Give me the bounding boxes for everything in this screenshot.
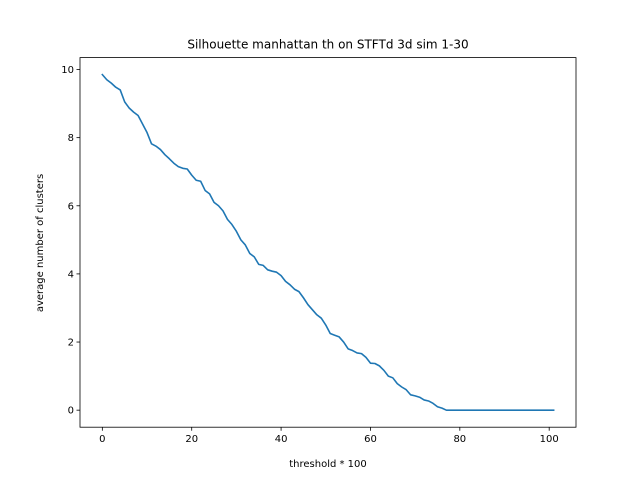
y-axis-label: average number of clusters xyxy=(35,174,46,312)
x-tick-label: 20 xyxy=(185,434,198,445)
plot-area xyxy=(101,73,555,411)
x-tick-label: 100 xyxy=(540,434,559,445)
y-tick-label: 2 xyxy=(68,338,74,349)
series-line xyxy=(101,73,555,411)
x-tick-label: 80 xyxy=(453,434,466,445)
x-axis-label: threshold * 100 xyxy=(289,459,367,470)
x-axis: 0 20 40 60 80 100 xyxy=(99,427,559,445)
y-tick-label: 6 xyxy=(68,201,74,212)
y-tick-label: 4 xyxy=(68,269,74,280)
chart-title: Silhouette manhattan th on STFTd 3d sim … xyxy=(187,38,468,52)
y-tick-label: 0 xyxy=(68,406,74,417)
x-tick-label: 40 xyxy=(275,434,288,445)
y-axis: 0 2 4 6 8 10 xyxy=(61,65,80,417)
x-tick-label: 60 xyxy=(364,434,377,445)
y-tick-label: 8 xyxy=(68,133,74,144)
y-tick-label: 10 xyxy=(61,65,74,76)
x-tick-label: 0 xyxy=(99,434,105,445)
axes-frame xyxy=(79,57,577,428)
